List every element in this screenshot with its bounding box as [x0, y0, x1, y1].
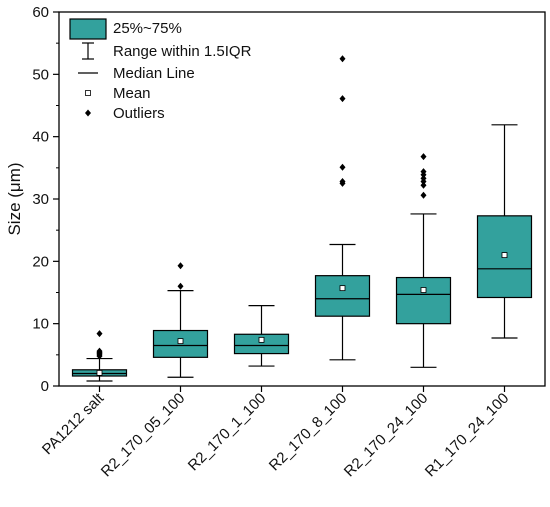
legend-label: Median Line [113, 65, 195, 82]
outlier-point [420, 191, 427, 199]
y-tick-label: 10 [32, 316, 49, 333]
iqr-box [233, 333, 290, 355]
y-tick-label: 0 [41, 378, 49, 395]
legend-entry: Outliers [85, 105, 165, 122]
legend-box-swatch [69, 18, 107, 40]
outlier-point [177, 282, 184, 290]
y-tick-label: 60 [32, 4, 49, 21]
mean-marker [420, 287, 427, 293]
outlier-point [420, 153, 427, 161]
legend-entry: Range within 1.5IQR [82, 42, 252, 60]
box-group [395, 153, 452, 368]
x-category-label: R2_170_1_100 [185, 390, 270, 475]
x-category-label: R1_170_24_100 [422, 390, 512, 480]
outlier-point [339, 178, 346, 186]
iqr-box [395, 276, 452, 325]
mean-marker [177, 338, 184, 345]
mean-marker [339, 285, 346, 292]
legend-outlier-swatch [85, 109, 91, 117]
outlier-point [420, 174, 427, 182]
legend-entry: Mean [85, 85, 151, 102]
x-category-label: R2_170_8_100 [266, 390, 351, 475]
x-axis: PA1212 saltR2_170_05_100R2_170_1_100R2_1… [39, 386, 512, 480]
y-tick-label: 40 [32, 129, 49, 146]
mean-marker [501, 252, 508, 259]
outlier-point [96, 330, 103, 338]
y-tick-label: 30 [32, 191, 49, 208]
x-category-label: R2_170_24_100 [341, 390, 431, 480]
iqr-box [314, 275, 371, 317]
x-category-label: PA1212 salt [39, 389, 108, 458]
legend-mean-swatch [85, 90, 91, 96]
y-axis: 0 10 20 30 40 50 60 [32, 4, 59, 395]
legend-label: Mean [113, 85, 151, 102]
outlier-point [420, 181, 427, 189]
legend-label: 25%~75% [113, 20, 182, 37]
y-axis-title: Size (μm) [5, 162, 24, 235]
x-category-label: R2_170_05_100 [98, 390, 188, 480]
legend-label: Outliers [113, 105, 165, 122]
y-tick-label: 50 [32, 66, 49, 83]
legend: 25%~75% Range within 1.5IQR Median Line Mea… [69, 18, 252, 122]
box-series [71, 55, 533, 382]
box-group [476, 124, 533, 339]
box-group [314, 55, 371, 361]
box-group [233, 304, 290, 367]
legend-label: Range within 1.5IQR [113, 43, 252, 60]
legend-entry: 25%~75% [69, 18, 182, 40]
outlier-point [339, 95, 346, 103]
legend-entry: Median Line [78, 65, 195, 82]
box-group [152, 262, 209, 378]
mean-marker [258, 336, 265, 343]
outlier-point [339, 55, 346, 63]
outlier-point [339, 163, 346, 171]
y-tick-label: 20 [32, 253, 49, 270]
outlier-point [177, 262, 184, 270]
box-group [71, 330, 128, 382]
outlier-point [420, 168, 427, 176]
outlier-point [96, 347, 103, 355]
mean-marker [96, 370, 103, 376]
